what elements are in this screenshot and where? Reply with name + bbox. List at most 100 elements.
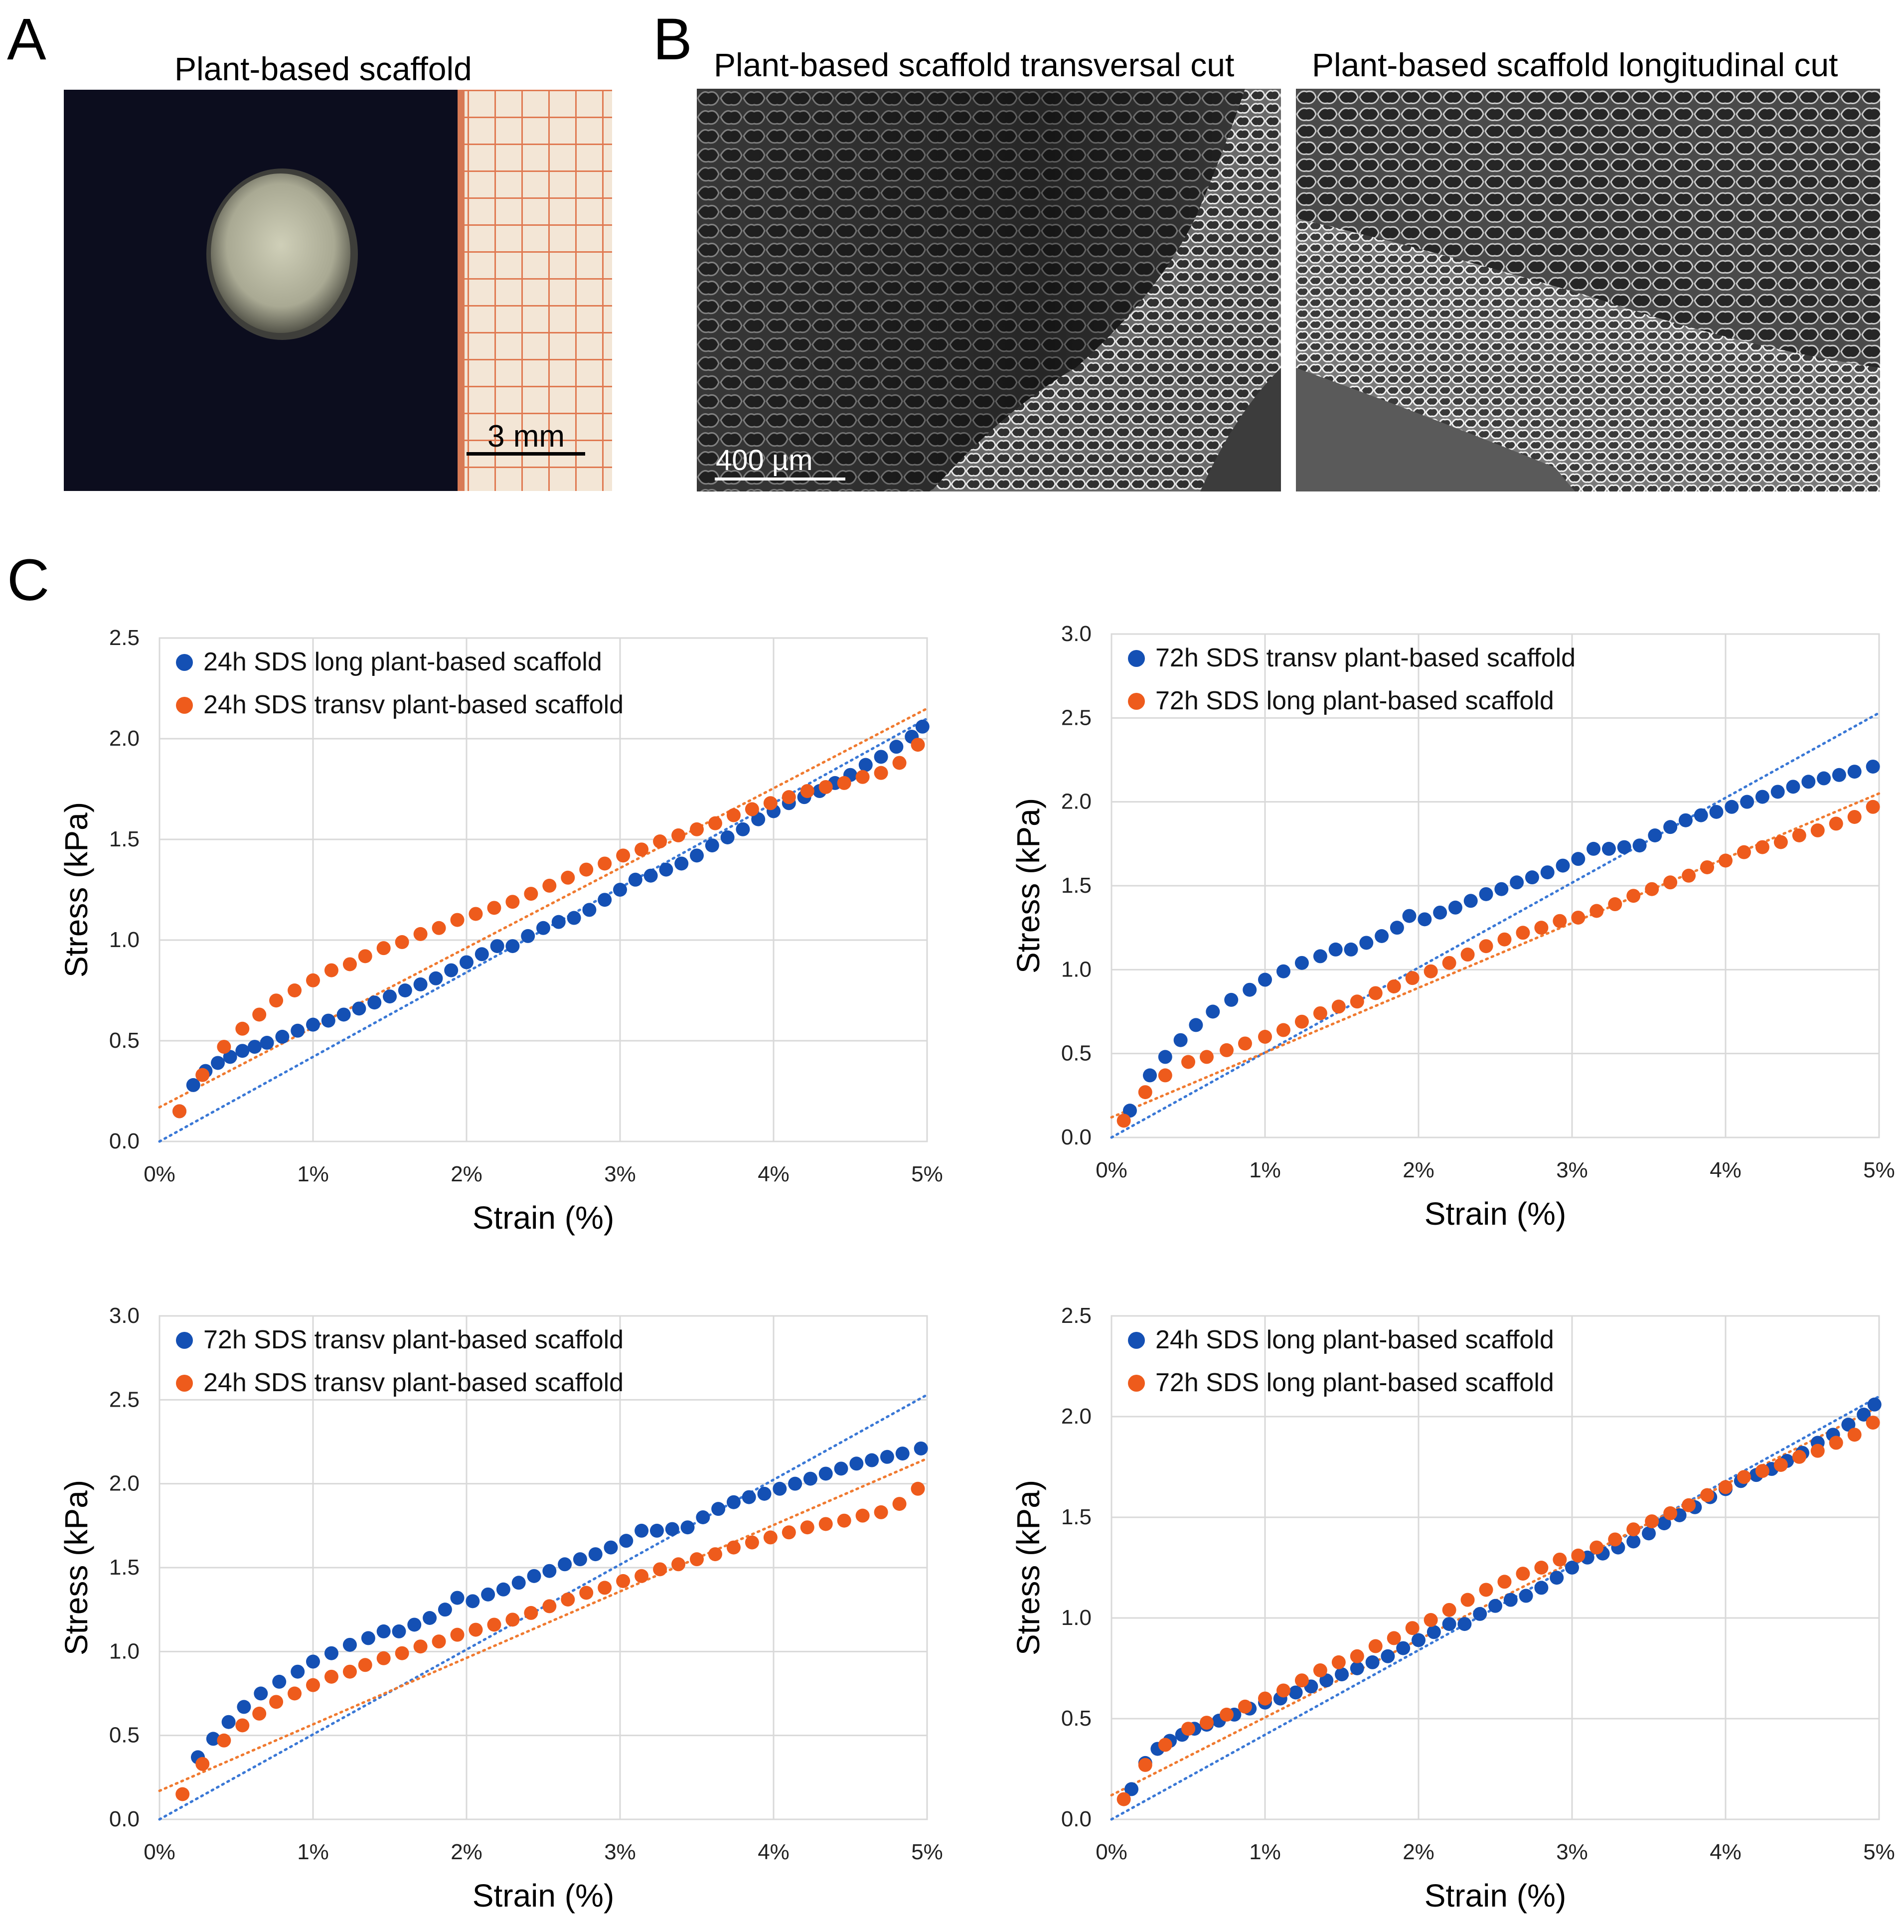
data-point-orange [837, 776, 851, 790]
data-point-blue [1328, 942, 1343, 957]
data-point-blue [1390, 921, 1404, 935]
data-point-blue [613, 883, 627, 897]
data-point-orange [505, 895, 520, 909]
panel-a-title: Plant-based scaffold [174, 50, 472, 87]
x-tick-label: 3% [1556, 1840, 1588, 1864]
data-point-orange [288, 983, 302, 997]
data-point-orange [671, 828, 686, 842]
data-point-orange [269, 993, 284, 1008]
data-point-blue [542, 1564, 557, 1578]
data-point-blue [536, 921, 550, 935]
data-point-orange [782, 1525, 796, 1540]
legend-marker-blue [1128, 1332, 1145, 1349]
data-point-orange [911, 1481, 925, 1496]
x-axis-label: Strain (%) [1425, 1196, 1567, 1232]
data-point-orange [1276, 1023, 1290, 1037]
data-point-blue [1418, 912, 1432, 927]
data-point-orange [1294, 1014, 1309, 1029]
y-tick-label: 0.0 [1061, 1125, 1092, 1149]
data-point-blue [475, 947, 489, 962]
data-point-blue [206, 1732, 220, 1746]
data-point-orange [1829, 816, 1843, 831]
data-point-orange [653, 834, 667, 849]
data-point-orange [1350, 1649, 1364, 1663]
y-tick-label: 0.0 [1061, 1807, 1092, 1831]
data-point-blue [1503, 1593, 1518, 1607]
data-point-orange [1719, 1480, 1733, 1494]
y-axis-label: Stress (kPa) [58, 1480, 94, 1655]
data-point-blue [558, 1557, 572, 1572]
x-tick-label: 1% [297, 1840, 329, 1864]
data-point-blue [275, 1029, 290, 1044]
data-point-blue [527, 1569, 541, 1583]
data-point-orange [175, 1787, 190, 1801]
data-point-blue [914, 1441, 928, 1455]
data-point-blue [1224, 992, 1239, 1007]
y-tick-label: 0.0 [109, 1129, 140, 1153]
sem-transversal-graphic [697, 89, 1281, 491]
data-point-orange [561, 870, 575, 885]
x-tick-label: 2% [1403, 1840, 1434, 1864]
data-point-blue [1433, 905, 1447, 920]
data-point-blue [450, 1591, 465, 1605]
legend-entry: 72h SDS long plant-based scaffold [1155, 1368, 1554, 1397]
data-point-blue [306, 1017, 320, 1032]
data-point-orange [745, 802, 759, 816]
data-point-orange [616, 1574, 631, 1588]
data-point-orange [635, 1569, 649, 1583]
y-tick-label: 2.5 [109, 1387, 140, 1412]
data-point-blue [223, 1050, 237, 1064]
data-point-orange [1608, 1532, 1622, 1547]
data-point-orange [1424, 964, 1438, 978]
data-point-blue [773, 1481, 787, 1496]
legend-entry: 24h SDS transv plant-based scaffold [203, 690, 624, 719]
data-point-blue [466, 1594, 480, 1609]
data-point-orange [252, 1706, 267, 1721]
data-point-orange [1866, 800, 1880, 814]
data-point-orange [1276, 1683, 1290, 1698]
data-point-orange [1682, 1498, 1696, 1512]
data-point-orange [358, 1658, 372, 1672]
data-point-blue [186, 1078, 200, 1092]
data-point-blue [1457, 1617, 1472, 1631]
x-tick-label: 5% [1863, 1158, 1895, 1182]
data-point-orange [1158, 1738, 1172, 1752]
x-tick-label: 5% [1863, 1840, 1895, 1864]
data-point-blue [413, 977, 428, 991]
data-point-orange [874, 1505, 888, 1519]
data-point-orange [1755, 1464, 1769, 1478]
data-point-blue [352, 1001, 366, 1016]
chart-2: 0.0 0.5 1.0 1.5 2.0 2.5 3.0 0% 1% 2% 3% 4% 5% Strain … [1010, 622, 1895, 1232]
x-tick-label: 3% [604, 1840, 636, 1864]
data-point-orange [911, 738, 925, 752]
panel-c-letter: C [7, 547, 50, 613]
data-point-blue [849, 1456, 864, 1471]
data-point-orange [252, 1007, 267, 1022]
data-point-orange [1755, 840, 1769, 854]
data-point-blue [742, 1490, 756, 1504]
y-tick-label: 2.0 [109, 1471, 140, 1496]
data-point-orange [1116, 1792, 1131, 1806]
data-point-blue [1601, 841, 1616, 856]
y-tick-label: 1.5 [1061, 873, 1092, 898]
data-point-orange [1719, 853, 1733, 868]
data-point-orange [892, 1497, 907, 1511]
data-point-orange [413, 1639, 428, 1654]
data-point-orange [800, 784, 814, 799]
data-point-blue [511, 1576, 526, 1590]
legend-marker-orange [176, 1375, 193, 1392]
data-point-blue [260, 1036, 274, 1050]
y-tick-label: 1.5 [109, 827, 140, 851]
data-point-blue [665, 1522, 679, 1536]
data-point-blue [1276, 964, 1290, 978]
chart-3: 0.0 0.5 1.0 1.5 2.0 2.5 3.0 0% 1% 2% 3% 4% 5% Strain … [58, 1303, 943, 1914]
data-point-blue [1571, 852, 1586, 866]
data-point-blue [711, 1502, 726, 1516]
data-point-blue [237, 1700, 251, 1714]
data-point-orange [892, 756, 907, 770]
data-point-blue [272, 1674, 287, 1689]
data-point-blue [1335, 1667, 1349, 1682]
x-tick-label: 0% [1096, 1840, 1127, 1864]
data-point-blue [291, 1664, 305, 1679]
data-point-blue [407, 1617, 422, 1632]
